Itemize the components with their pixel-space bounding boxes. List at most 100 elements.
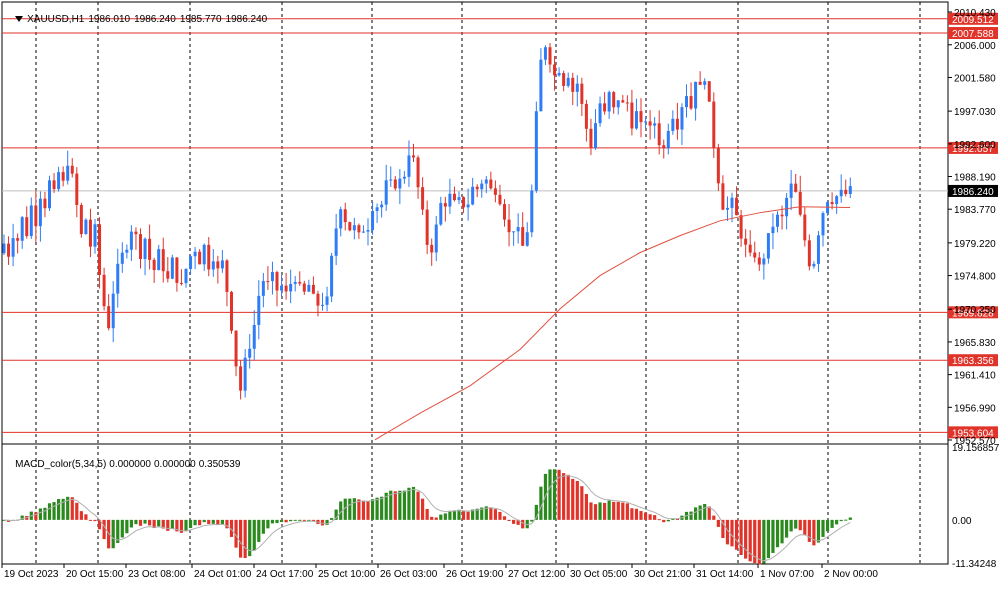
macd-bar-140: [639, 511, 643, 520]
candle-body-153: [698, 81, 702, 85]
macd-bar-144: [657, 519, 661, 521]
level-tag-label-0: 2009.512: [952, 15, 994, 26]
candle-body-82: [375, 207, 379, 212]
macd-bar-174: [794, 519, 798, 529]
dropdown-triangle-icon[interactable]: [15, 16, 24, 23]
time-tick-label-2: 23 Oct 08:00: [128, 569, 186, 580]
macd-bar-115: [525, 519, 529, 529]
macd-histogram: 19.156857 0.00 -11.34248: [2, 443, 1000, 570]
macd-bar-92: [421, 498, 425, 520]
macd-bar-87: [398, 490, 402, 520]
macd-bar-105: [480, 507, 484, 520]
ohlc-low: 1985.770: [179, 14, 222, 25]
macd-bar-30: [138, 519, 143, 526]
candle-body-147: [671, 118, 675, 131]
candle-body-92: [421, 187, 425, 210]
macd-header: MACD_color(5,34,5) 0.000000 0.000000 0.3505…: [4, 448, 243, 481]
candle-body-4: [20, 217, 24, 241]
level-tag-label-2: 1992.057: [952, 144, 994, 155]
macd-bar-13: [61, 498, 65, 520]
macd-bar-153: [698, 505, 702, 520]
candle-body-186: [848, 186, 852, 195]
candle-body-134: [612, 92, 616, 108]
macd-bar-162: [739, 519, 743, 556]
candle-body-142: [648, 121, 652, 126]
candle-body-78: [357, 225, 361, 233]
candle-body-80: [366, 230, 370, 232]
price-tick-label-1: 2006.000: [954, 41, 996, 52]
macd-bar-164: [748, 519, 752, 562]
time-tick-label-5: 25 Oct 10:00: [318, 569, 376, 580]
candle-body-124: [566, 77, 570, 86]
macd-bar-58: [266, 519, 270, 529]
macd-bar-111: [507, 519, 511, 522]
candle-body-157: [716, 147, 720, 184]
macd-bar-181: [825, 519, 830, 532]
macd-bar-107: [489, 507, 493, 520]
candle-body-138: [630, 102, 634, 129]
macd-bar-113: [516, 519, 520, 525]
candle-body-104: [475, 186, 479, 190]
time-tick-label-11: 31 Oct 14:00: [696, 569, 754, 580]
level-tag-bg-2: [948, 141, 998, 154]
candle-body-163: [744, 238, 748, 245]
candle-body-27: [125, 249, 129, 253]
macd-bar-83: [380, 496, 384, 520]
price-tick-label-3: 1997.030: [954, 107, 996, 118]
macd-bar-118: [539, 486, 543, 520]
candle-body-0: [2, 243, 6, 254]
candle-body-151: [689, 96, 693, 109]
macd-bar-128: [584, 494, 588, 520]
candle-body-122: [557, 73, 561, 76]
macd-bar-60: [275, 519, 279, 524]
candle-body-170: [776, 214, 779, 227]
horizontal-levels: 2009.512 2007.588 1992.057 1969.828 1963.356…: [2, 12, 998, 439]
candle-body-162: [739, 215, 743, 239]
candle-body-148: [675, 118, 679, 130]
candle-body-178: [812, 263, 816, 267]
candle-body-144: [657, 123, 661, 146]
macd-bar-12: [57, 499, 61, 520]
macd-bar-176: [803, 519, 807, 536]
candle-body-166: [757, 257, 761, 265]
macd-bar-160: [730, 519, 734, 547]
macd-bar-29: [134, 519, 138, 525]
macd-bar-166: [757, 519, 761, 565]
macd-bar-28: [129, 519, 133, 528]
candle-body-141: [644, 121, 648, 123]
candle-body-132: [603, 103, 607, 112]
macd-bar-121: [552, 469, 557, 520]
macd-bar-78: [357, 499, 361, 520]
candle-body-185: [844, 189, 848, 195]
candle-body-57: [261, 281, 265, 296]
candle-body-143: [653, 123, 657, 126]
macd-bar-100: [457, 509, 461, 520]
candles[interactable]: [2, 43, 852, 400]
macd-name: MACD_color(5,34,5): [15, 459, 107, 470]
macd-signal-line: [3, 475, 851, 562]
candle-body-128: [584, 103, 588, 129]
macd-bar-122: [557, 469, 561, 520]
candle-body-133: [607, 92, 611, 112]
macd-bar-106: [484, 506, 488, 520]
candle-body-66: [302, 283, 306, 292]
macd-bar-145: [662, 519, 666, 523]
symbol-header[interactable]: XAUUSD,H1 1986.010 1986.240 1985.770 1986.24…: [4, 3, 271, 36]
macd-bar-56: [257, 519, 261, 542]
macd-bar-40: [184, 519, 188, 532]
candle-body-116: [530, 190, 534, 233]
candle-body-154: [703, 81, 707, 85]
candle-body-83: [380, 204, 384, 208]
time-tick-label-7: 26 Oct 19:00: [446, 569, 504, 580]
candle-body-159: [725, 207, 729, 210]
candle-body-110: [503, 204, 506, 220]
price-tick-label-9: 1970.250: [954, 305, 996, 316]
moving-average: [374, 206, 851, 441]
candle-body-67: [307, 284, 311, 292]
macd-bar-134: [612, 501, 616, 520]
macd-bar-25: [116, 519, 120, 543]
candle-body-97: [443, 203, 447, 207]
candle-body-51: [234, 330, 238, 367]
candle-body-71: [325, 296, 329, 305]
